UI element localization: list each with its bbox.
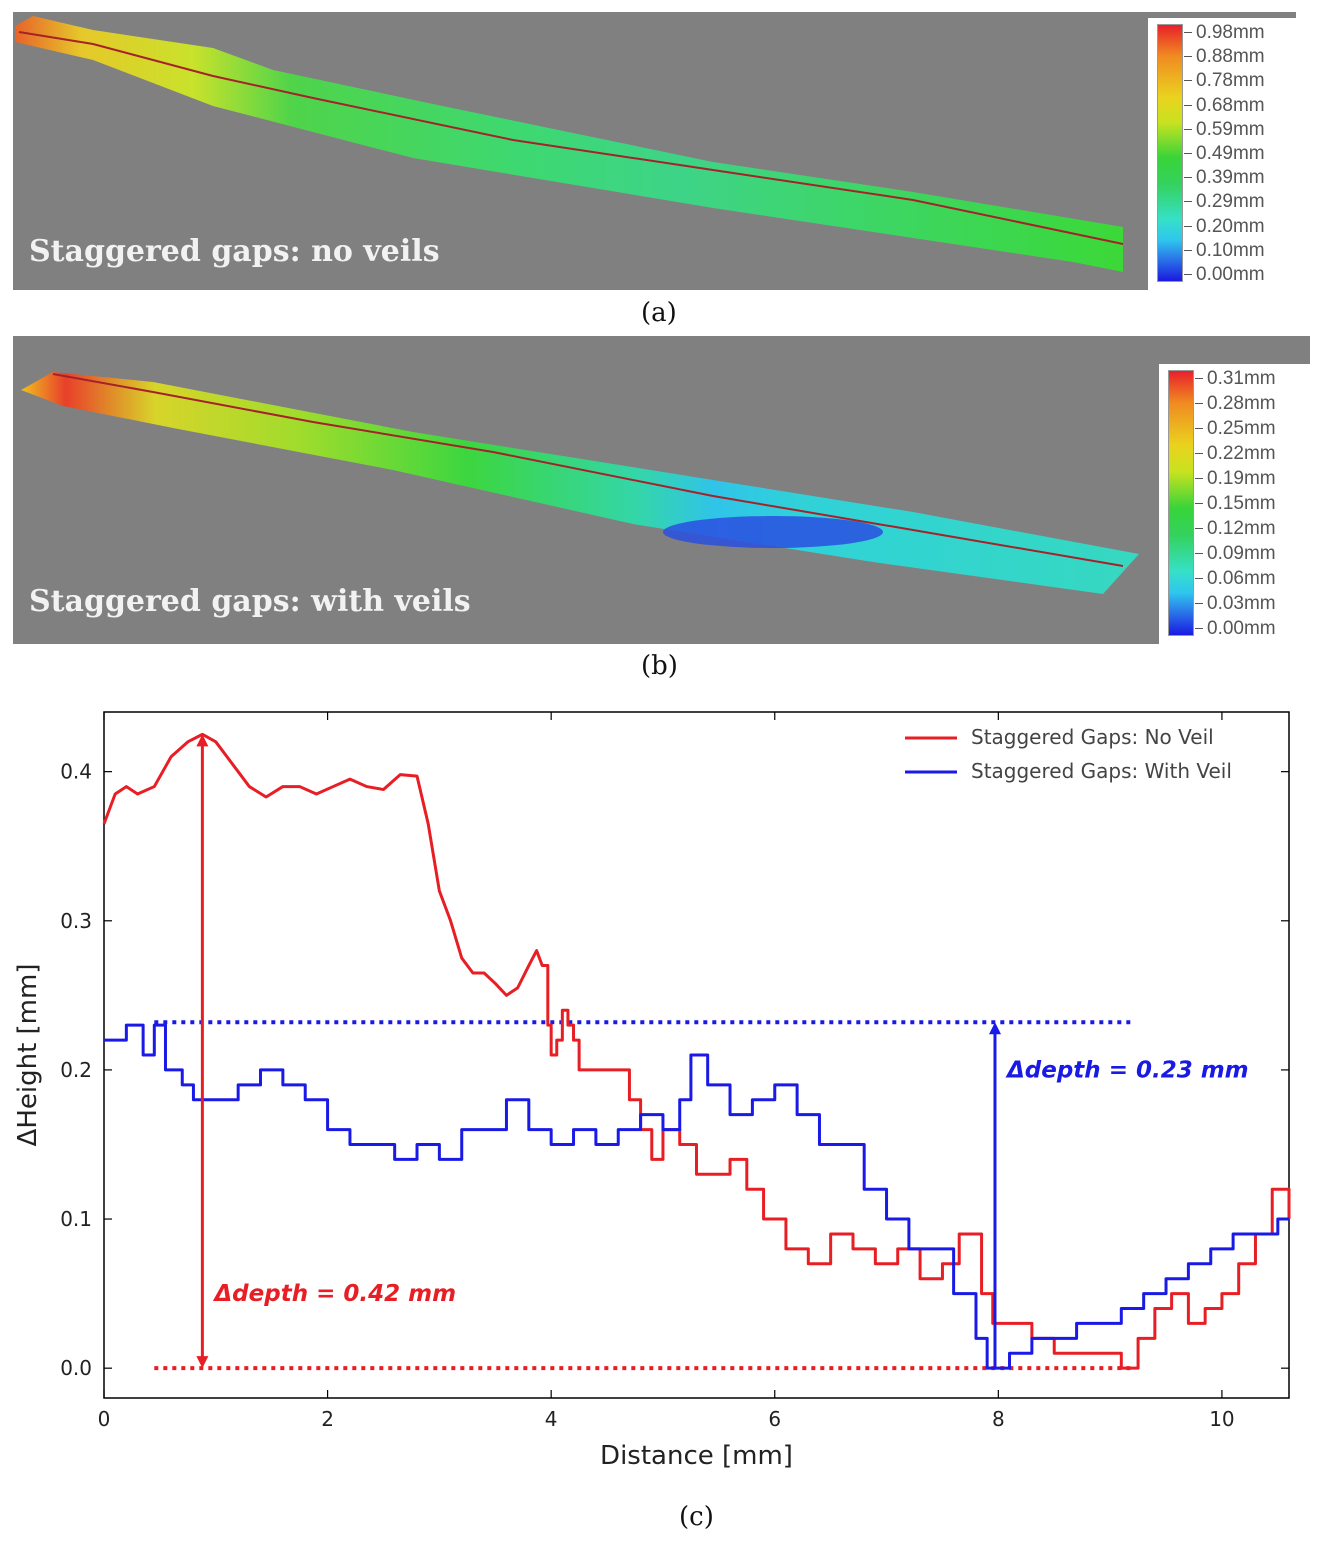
colorbar-label: 0.59mm	[1196, 118, 1265, 140]
subfigure-label-c: (c)	[679, 1502, 714, 1532]
colorbar-gradient	[1168, 370, 1194, 636]
depth-arrow-head	[988, 1022, 1001, 1035]
colorbar-label: 0.03mm	[1207, 593, 1276, 614]
colorbar-tick	[1184, 104, 1192, 106]
colorbar-tick	[1184, 274, 1192, 275]
colorbar-tick	[1195, 578, 1203, 579]
colorbar-tick	[1195, 628, 1203, 629]
x-tick-label: 10	[1209, 1407, 1234, 1431]
y-tick-label: 0.1	[60, 1207, 92, 1231]
colorbar-label: 0.09mm	[1207, 543, 1276, 564]
colorbar-tick	[1195, 403, 1203, 404]
legend-label: Staggered Gaps: No Veil	[971, 725, 1214, 749]
x-tick-label: 2	[321, 1407, 334, 1431]
colorbar-label: 0.98mm	[1196, 22, 1265, 43]
colorbar-label: 0.20mm	[1196, 215, 1265, 237]
y-axis-label: ΔHeight [mm]	[13, 964, 43, 1147]
colorbar-tick	[1184, 32, 1192, 33]
colorbar-label: 0.00mm	[1207, 618, 1276, 639]
colorbar-no-veils: 0.98mm 0.88mm 0.78mm 0.68mm 0.59mm 0.49mm 0.39…	[1148, 18, 1296, 290]
depth-annotation: Δdepth = 0.23 mm	[1005, 1057, 1249, 1083]
x-tick-label: 4	[545, 1407, 558, 1431]
scan-label-with-veils: Staggered gaps: with veils	[29, 584, 471, 619]
depth-annotation: Δdepth = 0.42 mm	[212, 1281, 456, 1307]
colorbar-label: 0.00mm	[1196, 264, 1265, 285]
plot-frame	[103, 711, 1290, 1399]
colorbar-tick	[1195, 478, 1203, 479]
depth-arrow-head	[196, 1356, 209, 1369]
colorbar-tick	[1195, 428, 1203, 429]
y-tick-label: 0.3	[60, 909, 92, 933]
colorbar-tick	[1195, 378, 1203, 379]
series-line-with-veil	[104, 1023, 1289, 1370]
y-tick-label: 0.4	[60, 760, 92, 784]
colorbar-label: 0.19mm	[1207, 468, 1276, 489]
series-line-no-veil	[102, 732, 1291, 1370]
colorbar-label: 0.22mm	[1207, 443, 1276, 464]
colorbar-tick	[1184, 56, 1192, 58]
x-tick-label: 6	[768, 1407, 781, 1431]
scan-label-no-veils: Staggered gaps: no veils	[29, 234, 440, 269]
colorbar-tick	[1195, 528, 1203, 529]
colorbar-tick	[1184, 80, 1192, 82]
y-tick-label: 0.0	[60, 1356, 92, 1380]
colorbar-tick	[1184, 177, 1192, 179]
x-axis-label: Distance [mm]	[600, 1441, 793, 1471]
height-profile-chart: 0 2 4 6 8 10 0.0 0.1 0.2 0.3 0.4 Distance [mm] ΔHeig…	[13, 711, 1291, 1471]
subfigure-label-a: (a)	[641, 298, 677, 328]
y-tick-label: 0.2	[60, 1058, 92, 1082]
colorbar-tick	[1195, 603, 1203, 604]
colorbar-label: 0.06mm	[1207, 568, 1276, 589]
colorbar-label: 0.25mm	[1207, 418, 1276, 439]
depth-arrow-head	[196, 734, 209, 747]
colorbar-tick	[1195, 503, 1203, 504]
subfigure-label-b: (b)	[641, 651, 678, 681]
colorbar-tick	[1195, 453, 1203, 454]
scan-image-with-veils: Staggered gaps: with veils 0.31mm 0.28mm 0…	[13, 336, 1310, 644]
colorbar-tick	[1195, 553, 1203, 554]
colorbar-label: 0.49mm	[1196, 143, 1265, 164]
colorbar-tick	[1184, 225, 1192, 227]
colorbar-with-veils: 0.31mm 0.28mm 0.25mm 0.22mm 0.19mm 0.15mm 0.12…	[1159, 364, 1310, 644]
colorbar-gradient	[1157, 24, 1183, 282]
colorbar-label: 0.15mm	[1207, 493, 1276, 514]
scan-image-no-veils: Staggered gaps: no veils 0.98mm 0.88mm 0.7…	[13, 12, 1296, 290]
colorbar-label: 0.10mm	[1196, 239, 1265, 261]
x-tick-label: 0	[98, 1407, 111, 1431]
colorbar-tick	[1184, 128, 1192, 130]
x-tick-label: 8	[992, 1407, 1005, 1431]
colorbar-label: 0.68mm	[1196, 94, 1265, 116]
colorbar-label: 0.28mm	[1207, 393, 1276, 414]
colorbar-tick	[1184, 153, 1192, 154]
colorbar-label: 0.78mm	[1196, 70, 1265, 92]
colorbar-label: 0.31mm	[1207, 368, 1276, 389]
colorbar-label: 0.12mm	[1207, 518, 1276, 539]
colorbar-label: 0.88mm	[1196, 46, 1265, 68]
colorbar-label: 0.29mm	[1196, 191, 1265, 213]
surface-scan-with-veils	[21, 372, 1139, 594]
colorbar-label: 0.39mm	[1196, 167, 1265, 189]
surface-scan-no-veils	[15, 16, 1124, 272]
colorbar-tick	[1184, 201, 1192, 203]
colorbar-tick	[1184, 249, 1192, 251]
legend-label: Staggered Gaps: With Veil	[971, 759, 1232, 783]
